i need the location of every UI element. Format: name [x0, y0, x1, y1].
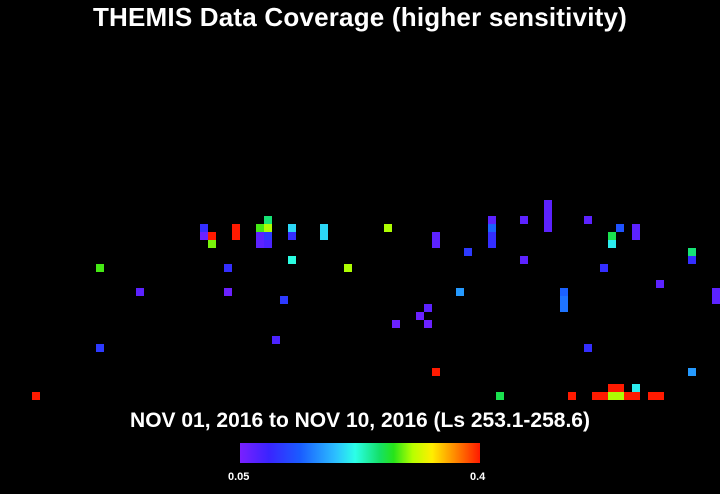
coverage-cell	[32, 392, 40, 400]
coverage-cell	[288, 232, 296, 240]
coverage-cell	[632, 224, 640, 232]
coverage-cell	[712, 296, 720, 304]
coverage-cell	[688, 256, 696, 264]
coverage-cell	[224, 264, 232, 272]
coverage-cell	[688, 368, 696, 376]
coverage-cell	[256, 232, 264, 240]
coverage-cell	[208, 240, 216, 248]
coverage-cell	[424, 304, 432, 312]
coverage-cell	[488, 240, 496, 248]
coverage-cell	[616, 392, 624, 400]
coverage-cell	[632, 392, 640, 400]
coverage-cell	[712, 288, 720, 296]
coverage-cell	[568, 392, 576, 400]
coverage-cell	[560, 288, 568, 296]
coverage-cell	[424, 320, 432, 328]
coverage-cell	[616, 384, 624, 392]
coverage-cell	[464, 248, 472, 256]
coverage-cell	[200, 224, 208, 232]
coverage-cell	[600, 392, 608, 400]
coverage-cell	[256, 224, 264, 232]
coverage-cell	[488, 232, 496, 240]
coverage-cell	[496, 392, 504, 400]
coverage-cell	[648, 392, 656, 400]
coverage-cell	[488, 216, 496, 224]
coverage-cell	[280, 296, 288, 304]
coverage-cell	[544, 200, 552, 208]
page-title: THEMIS Data Coverage (higher sensitivity…	[92, 2, 628, 32]
coverage-cell	[616, 224, 624, 232]
coverage-cell	[264, 224, 272, 232]
coverage-cell	[432, 232, 440, 240]
coverage-cell	[560, 296, 568, 304]
coverage-cell	[288, 224, 296, 232]
coverage-cell	[288, 256, 296, 264]
coverage-cell	[384, 224, 392, 232]
coverage-cell	[224, 288, 232, 296]
coverage-cell	[136, 288, 144, 296]
coverage-cell	[608, 240, 616, 248]
coverage-cell	[432, 368, 440, 376]
coverage-cell	[624, 392, 632, 400]
coverage-cell	[256, 240, 264, 248]
coverage-cell	[432, 240, 440, 248]
coverage-cell	[232, 224, 240, 232]
coverage-cell	[608, 392, 616, 400]
coverage-cell	[608, 384, 616, 392]
coverage-cell	[592, 392, 600, 400]
coverage-cell	[520, 216, 528, 224]
coverage-cell	[656, 392, 664, 400]
coverage-cell	[392, 320, 400, 328]
coverage-cell	[632, 232, 640, 240]
coverage-cell	[264, 240, 272, 248]
coverage-cell	[456, 288, 464, 296]
coverage-cell	[232, 232, 240, 240]
coverage-cell	[544, 216, 552, 224]
coverage-cell	[656, 280, 664, 288]
coverage-cell	[264, 232, 272, 240]
coverage-cell	[544, 224, 552, 232]
coverage-cell	[608, 232, 616, 240]
coverage-cell	[488, 224, 496, 232]
coverage-cell	[208, 232, 216, 240]
coverage-cell	[584, 216, 592, 224]
date-range-caption: NOV 01, 2016 to NOV 10, 2016 (Ls 253.1-2…	[130, 409, 590, 432]
colorbar-max-label: 0.4	[470, 471, 486, 483]
coverage-cell	[688, 248, 696, 256]
coverage-cell	[320, 224, 328, 232]
coverage-cell	[520, 256, 528, 264]
coverage-cell	[200, 232, 208, 240]
coverage-cell	[416, 312, 424, 320]
coverage-cell	[632, 384, 640, 392]
coverage-cell	[96, 264, 104, 272]
coverage-cell	[600, 264, 608, 272]
coverage-cell	[584, 344, 592, 352]
colorbar	[240, 443, 480, 463]
coverage-cell	[272, 336, 280, 344]
colorbar-min-label: 0.05	[228, 471, 250, 483]
coverage-cell	[344, 264, 352, 272]
coverage-cell	[544, 208, 552, 216]
coverage-cell	[96, 344, 104, 352]
coverage-cell	[560, 304, 568, 312]
coverage-cell	[264, 216, 272, 224]
coverage-cell	[320, 232, 328, 240]
